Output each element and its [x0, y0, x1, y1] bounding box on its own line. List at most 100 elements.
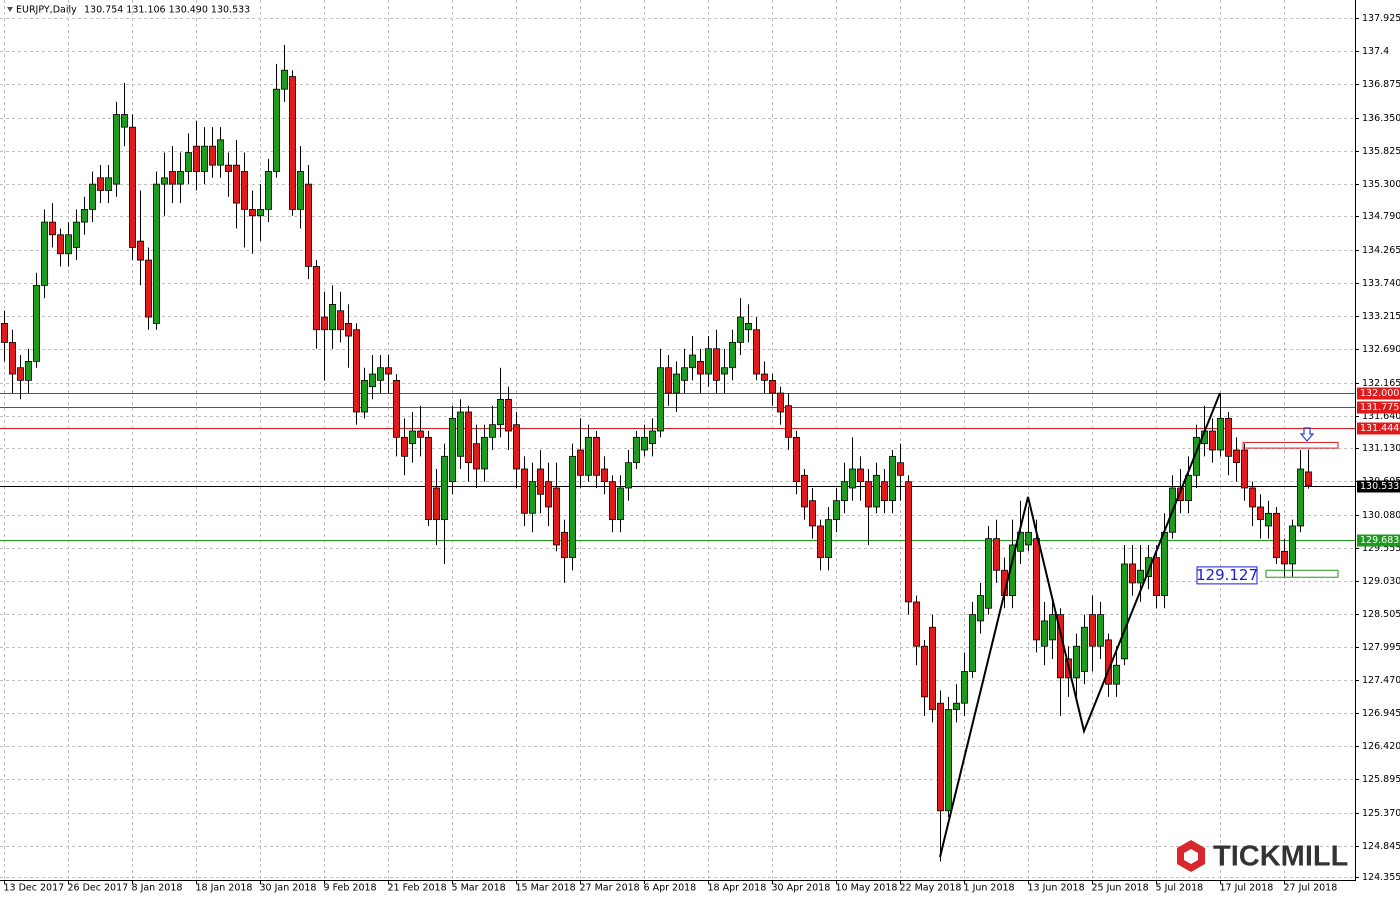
y-tick-label: 124.355 — [1362, 872, 1400, 883]
candle-body — [25, 360, 32, 381]
candle-body — [161, 177, 168, 185]
x-tick-label: 30 Jan 2018 — [260, 883, 317, 894]
candle-body — [97, 177, 104, 191]
candle-body — [153, 183, 160, 324]
level-label: 129.683 — [1360, 535, 1399, 546]
y-tick-label: 127.470 — [1362, 675, 1400, 686]
candle-body — [281, 69, 288, 90]
candle-body — [457, 411, 464, 457]
candle-body — [241, 171, 248, 210]
candle-body — [833, 500, 840, 521]
x-tick-label: 27 Jul 2018 — [1284, 883, 1338, 894]
x-tick-label: 30 Apr 2018 — [772, 883, 831, 894]
candle-body — [505, 398, 512, 432]
candle-body — [73, 221, 80, 248]
candle-body — [169, 171, 176, 185]
x-tick-label: 1 Jun 2018 — [964, 883, 1015, 894]
candle-body — [977, 595, 984, 622]
logo: TICKMILL — [1177, 840, 1348, 873]
candle-body — [337, 310, 344, 331]
candle-body — [1225, 417, 1232, 457]
candle-body — [1177, 487, 1184, 502]
level-label-bg — [1357, 422, 1400, 435]
y-tick-label: 136.875 — [1362, 79, 1400, 90]
candle-body — [409, 430, 416, 445]
y-tick-label: 134.265 — [1362, 245, 1400, 256]
candle-body — [513, 424, 520, 470]
header-icon — [7, 7, 13, 12]
candle-body — [1113, 664, 1120, 685]
candle-body — [209, 145, 216, 166]
zone — [1265, 569, 1339, 578]
candle-body — [697, 360, 704, 375]
candle-body — [945, 709, 952, 812]
candle-body — [113, 114, 120, 185]
x-tick-label: 21 Feb 2018 — [388, 883, 447, 894]
candle-body — [1145, 557, 1152, 578]
x-tick-label: 17 Jul 2018 — [1220, 883, 1274, 894]
header-values: 130.754 131.106 130.490 130.533 — [84, 5, 250, 16]
candle-body — [881, 481, 888, 502]
candle-body — [393, 379, 400, 438]
candle-body — [185, 152, 192, 172]
candle-body — [41, 221, 48, 286]
candle-body — [193, 145, 200, 172]
candle-body — [921, 645, 928, 698]
candle-body — [305, 183, 312, 267]
y-tick-label: 125.370 — [1362, 808, 1400, 819]
candle-body — [857, 468, 864, 483]
candle-body — [369, 373, 376, 388]
y-tick-label: 133.740 — [1362, 278, 1400, 289]
candle-body — [1089, 614, 1096, 647]
chart-title: EURJPY,Daily — [16, 5, 77, 16]
candle-body — [297, 171, 304, 210]
candle-body — [737, 316, 744, 343]
candle-body — [633, 436, 640, 464]
candle-body — [913, 601, 920, 647]
candle-body — [841, 481, 848, 502]
x-tick-label: 9 Feb 2018 — [324, 883, 377, 894]
candle-body — [753, 329, 760, 375]
candle-body — [449, 417, 456, 483]
candle-body — [1233, 449, 1240, 464]
candle-body — [377, 367, 384, 381]
candle-body — [201, 145, 208, 172]
candle-body — [1289, 525, 1296, 565]
candle-body — [585, 436, 592, 476]
down-arrow — [1299, 427, 1315, 442]
candle-body — [329, 304, 336, 331]
x-tick-label: 10 May 2018 — [836, 883, 898, 894]
candle-body — [641, 436, 648, 451]
logo-text: TICKMILL — [1213, 841, 1348, 873]
candle-body — [529, 481, 536, 514]
candle-body — [1209, 430, 1216, 451]
candle-body — [361, 379, 368, 413]
y-tick-label: 125.895 — [1362, 774, 1400, 785]
x-tick-label: 15 Mar 2018 — [516, 883, 576, 894]
y-tick-label: 137.925 — [1362, 13, 1400, 24]
x-tick-label: 27 Mar 2018 — [580, 883, 640, 894]
level-label-bg — [1357, 387, 1400, 400]
x-tick-label: 13 Dec 2017 — [4, 883, 65, 894]
candle-body — [625, 462, 632, 489]
candle-body — [1241, 449, 1248, 489]
candle-body — [729, 341, 736, 369]
candle-body — [1249, 487, 1256, 508]
candle-body — [609, 481, 616, 521]
candle-body — [553, 487, 560, 546]
x-tick-label: 26 Dec 2017 — [68, 883, 129, 894]
candle-body — [713, 348, 720, 381]
candle-body — [313, 266, 320, 331]
candle-body — [1137, 569, 1144, 584]
candle-body — [953, 702, 960, 710]
candle-body — [1041, 620, 1048, 647]
y-tick-label: 126.420 — [1362, 741, 1400, 752]
candle-body — [257, 209, 264, 217]
candle-body — [681, 367, 688, 381]
y-tick-label: 134.790 — [1362, 211, 1400, 222]
annotation-box — [1196, 566, 1258, 585]
zone — [1242, 441, 1339, 449]
candle-body — [897, 462, 904, 476]
